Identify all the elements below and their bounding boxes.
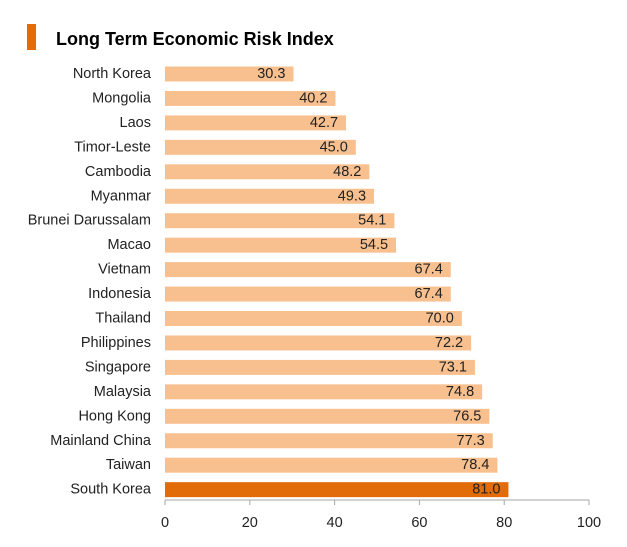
category-label-timor-leste: Timor-Leste xyxy=(74,139,151,155)
value-labels: 30.3 40.2 42.7 45.0 48.2 49.3 54.1 54.5 67.4 67.4… xyxy=(257,66,500,498)
bar-indonesia xyxy=(165,286,451,302)
bar-macao xyxy=(165,237,397,253)
bar-thailand xyxy=(165,311,462,326)
value-label-thailand: 70.0 xyxy=(426,311,454,327)
category-label-mainland-china: Mainland China xyxy=(50,433,152,449)
category-label-singapore: Singapore xyxy=(85,359,151,375)
value-label-brunei-darussalam: 54.1 xyxy=(358,213,386,229)
category-label-malaysia: Malaysia xyxy=(94,384,152,400)
value-label-taiwan: 78.4 xyxy=(461,457,489,473)
bar-north-korea xyxy=(165,66,294,82)
bar-laos xyxy=(165,115,347,131)
title-marker xyxy=(27,24,36,50)
bar-philippines xyxy=(165,335,472,351)
category-label-macao: Macao xyxy=(107,237,151,253)
bar-malaysia xyxy=(165,384,483,400)
value-label-laos: 42.7 xyxy=(310,115,338,131)
bar-south-korea xyxy=(165,482,509,498)
chart-title: Long Term Economic Risk Index xyxy=(56,29,334,49)
value-label-myanmar: 49.3 xyxy=(338,188,366,204)
value-label-vietnam: 67.4 xyxy=(415,262,443,278)
value-label-south-korea: 81.0 xyxy=(472,482,500,498)
value-label-north-korea: 30.3 xyxy=(257,66,285,82)
x-axis: 0 20 40 60 80 100 xyxy=(161,499,601,531)
x-tick-label-100: 100 xyxy=(577,515,601,531)
category-label-north-korea: North Korea xyxy=(73,66,152,82)
category-label-mongolia: Mongolia xyxy=(92,90,152,106)
category-label-laos: Laos xyxy=(120,115,151,131)
bar-mongolia xyxy=(165,90,336,106)
value-label-singapore: 73.1 xyxy=(439,359,467,375)
value-label-mongolia: 40.2 xyxy=(299,90,327,106)
category-label-brunei-darussalam: Brunei Darussalam xyxy=(28,213,151,229)
category-label-philippines: Philippines xyxy=(81,335,151,351)
bar-mainland-china xyxy=(165,433,493,449)
category-labels: North Korea Mongolia Laos Timor-Leste Cambod… xyxy=(28,66,152,498)
bar-taiwan xyxy=(165,457,498,473)
bars-group xyxy=(165,66,509,498)
value-label-philippines: 72.2 xyxy=(435,335,463,351)
bar-brunei-darussalam xyxy=(165,213,395,229)
value-label-mainland-china: 77.3 xyxy=(457,433,485,449)
bar-hong-kong xyxy=(165,408,490,424)
category-label-south-korea: South Korea xyxy=(70,482,152,498)
x-tick-label-0: 0 xyxy=(161,515,169,531)
x-tick-label-20: 20 xyxy=(242,515,258,531)
category-label-myanmar: Myanmar xyxy=(91,188,152,204)
category-label-thailand: Thailand xyxy=(95,311,151,327)
bar-vietnam xyxy=(165,262,451,278)
bar-singapore xyxy=(165,359,475,375)
x-tick-label-40: 40 xyxy=(327,515,343,531)
value-label-indonesia: 67.4 xyxy=(415,286,443,302)
value-label-macao: 54.5 xyxy=(360,237,388,253)
x-tick-label-80: 80 xyxy=(496,515,512,531)
value-label-hong-kong: 76.5 xyxy=(453,408,481,424)
category-label-hong-kong: Hong Kong xyxy=(78,408,151,424)
bar-myanmar xyxy=(165,188,375,204)
category-label-indonesia: Indonesia xyxy=(88,286,152,302)
category-label-taiwan: Taiwan xyxy=(106,457,151,473)
value-label-malaysia: 74.8 xyxy=(446,384,474,400)
bar-cambodia xyxy=(165,164,370,180)
bar-timor-leste xyxy=(165,139,356,155)
value-label-cambodia: 48.2 xyxy=(333,164,361,180)
category-label-vietnam: Vietnam xyxy=(98,262,151,278)
x-tick-label-60: 60 xyxy=(411,515,427,531)
value-label-timor-leste: 45.0 xyxy=(320,139,348,155)
category-label-cambodia: Cambodia xyxy=(85,164,152,180)
